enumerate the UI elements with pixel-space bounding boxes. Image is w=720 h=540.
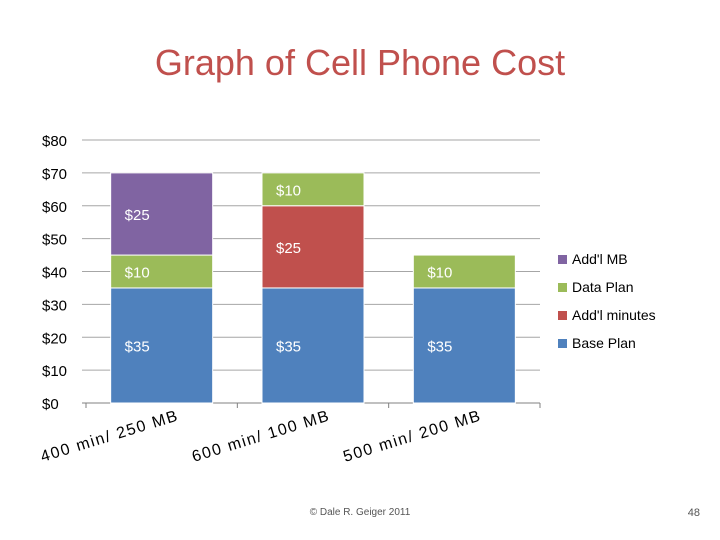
y-tick-label: $40: [42, 265, 67, 282]
bar-segment: [110, 287, 214, 404]
slide-title: Graph of Cell Phone Cost: [154, 42, 566, 83]
bar-segment: [261, 287, 365, 404]
x-axis-category-labels: 400 min/ 250 MB 600 min/ 100 MB 500 min/ 2…: [39, 408, 484, 466]
bar-value-label: $25: [125, 207, 150, 224]
bar-segment: [110, 254, 214, 289]
bar-value-label: $10: [427, 265, 452, 282]
page-number: 48: [687, 507, 700, 519]
y-tick-label: $10: [42, 363, 67, 380]
bar-value-label: $35: [427, 338, 452, 355]
legend-swatch: [558, 339, 567, 348]
bar-segment: [412, 287, 516, 404]
legend-swatch: [558, 283, 567, 292]
y-tick-label: $70: [42, 166, 67, 183]
legend: Add'l MB Data Plan Add'l minutes Base Plan: [558, 251, 656, 351]
bar-segment: [261, 172, 365, 207]
bar-segment: [110, 172, 214, 256]
stacked-bar-chart: $0$10$20$30$40$50$60$70$80 $35$10$25$35$…: [39, 133, 656, 466]
bar-value-label: $35: [276, 338, 301, 355]
bar-value-label: $25: [276, 240, 301, 257]
bar-value-label: $10: [276, 182, 301, 199]
legend-label: Add'l MB: [572, 251, 628, 267]
bar-segment: [412, 254, 516, 289]
data-labels: $35 $10 $25 $35 $25 $10 $35 $10: [125, 182, 453, 355]
y-tick-label: $80: [42, 133, 67, 150]
x-category-label: 600 min/ 100 MB: [190, 408, 332, 466]
bar-value-label: $10: [125, 265, 150, 282]
bar-segment: [261, 205, 365, 289]
bar-value-label: $35: [125, 338, 150, 355]
y-axis-tick-labels: $0 $10 $20 $30 $40 $50 $60 $70 $80: [42, 133, 67, 413]
y-tick-label: $50: [42, 232, 67, 249]
y-tick-label: $60: [42, 199, 67, 216]
y-tick-label: $0: [42, 396, 59, 413]
y-tick-label: $30: [42, 297, 67, 314]
legend-label: Base Plan: [572, 335, 636, 351]
y-tick-label: $20: [42, 330, 67, 347]
x-category-label: 500 min/ 200 MB: [341, 408, 483, 466]
copyright-footer: © Dale R. Geiger 2011: [309, 507, 411, 518]
legend-swatch: [558, 255, 567, 264]
bar-segments: [110, 172, 516, 404]
x-category-label: 400 min/ 250 MB: [39, 408, 181, 466]
legend-label: Add'l minutes: [572, 307, 656, 323]
legend-label: Data Plan: [572, 279, 633, 295]
legend-swatch: [558, 311, 567, 320]
